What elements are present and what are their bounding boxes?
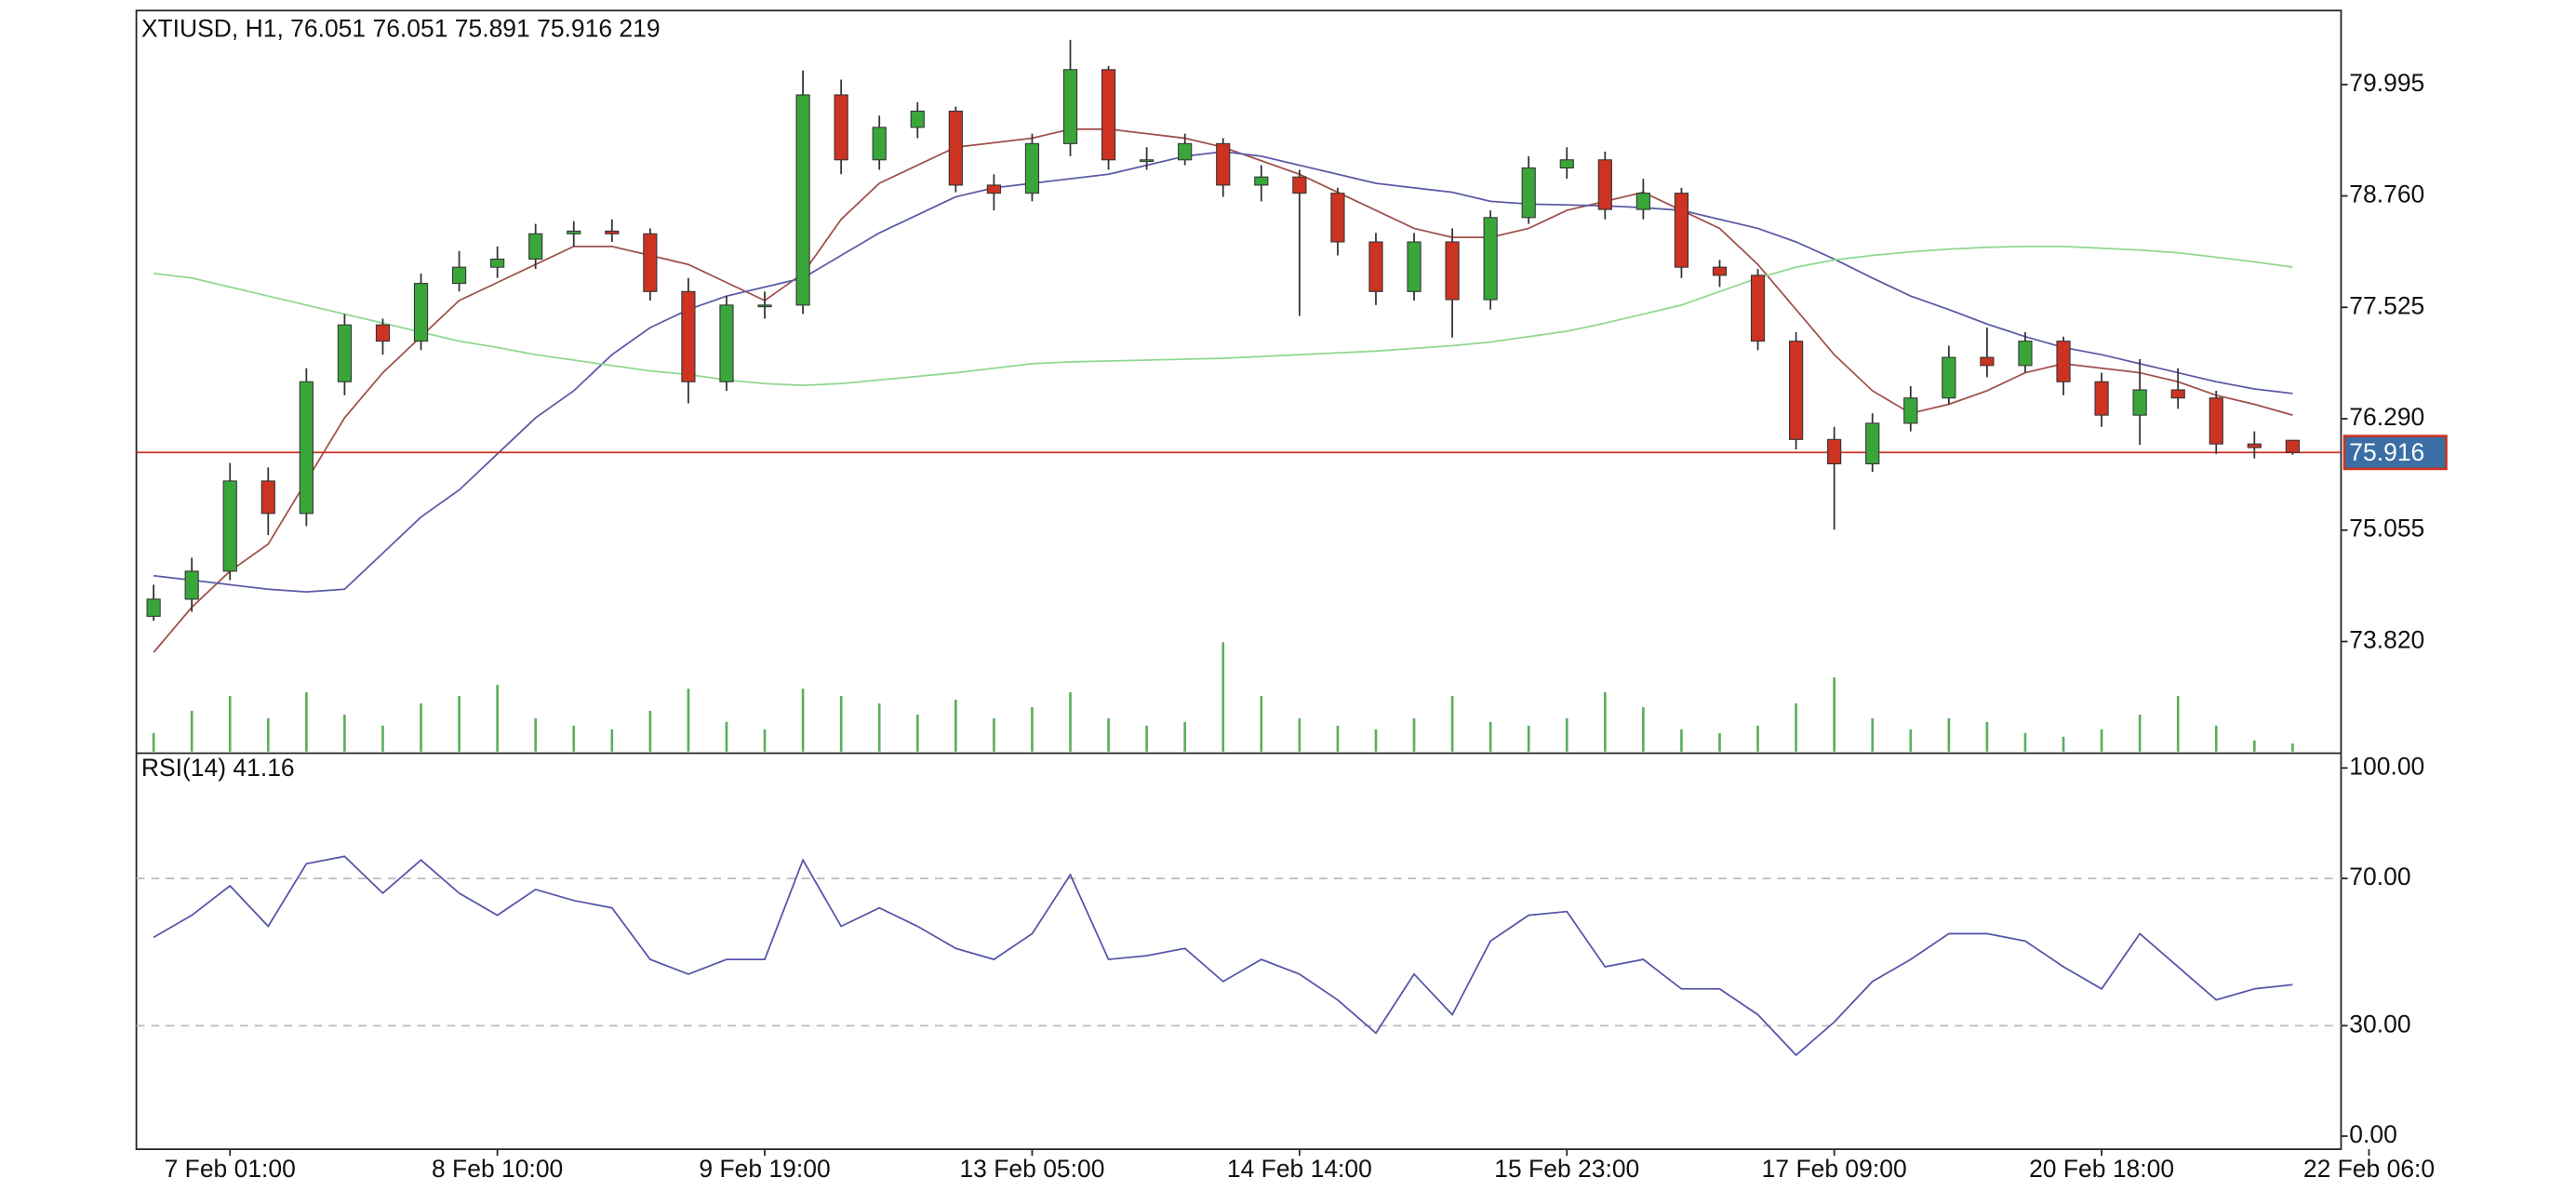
current-price-box xyxy=(2342,435,2448,471)
candle-body xyxy=(375,324,391,342)
candle-body xyxy=(567,230,581,234)
candle-body xyxy=(451,266,467,285)
candle-body xyxy=(2285,439,2300,453)
candle-body xyxy=(1712,266,1728,276)
rsi-tick-label: 70.00 xyxy=(2349,863,2410,890)
candle-body xyxy=(1101,69,1116,161)
candle-body xyxy=(1942,356,1956,399)
y-tick-label: 76.290 xyxy=(2349,403,2424,431)
candle-body xyxy=(1178,142,1193,161)
x-tick-label: 7 Feb 01:00 xyxy=(165,1155,296,1183)
rsi-tick-label: 100.00 xyxy=(2349,752,2424,780)
candle-body xyxy=(146,598,161,617)
candle-body xyxy=(2018,341,2033,367)
candle-body xyxy=(910,110,925,128)
candle-body xyxy=(222,480,237,572)
candle-body xyxy=(719,304,734,382)
candle-body xyxy=(490,258,505,268)
candle-body xyxy=(1483,217,1498,301)
candle-body xyxy=(1635,193,1650,210)
candle-body xyxy=(2247,443,2262,448)
candle-body xyxy=(1865,422,1880,465)
candle-body xyxy=(1292,176,1307,194)
candle-body xyxy=(260,480,275,515)
rsi-tick-label: 30.00 xyxy=(2349,1010,2410,1037)
x-tick-label: 15 Feb 23:00 xyxy=(1494,1155,1639,1183)
candle-body xyxy=(184,570,199,600)
x-tick-label: 20 Feb 18:00 xyxy=(2029,1155,2174,1183)
x-tick-label: 9 Feb 19:00 xyxy=(699,1155,830,1183)
candle-body xyxy=(1980,356,1995,367)
y-tick-label: 75.055 xyxy=(2349,515,2424,542)
candle-body xyxy=(1597,159,1612,210)
x-tick-label: 22 Feb 06:0 xyxy=(2303,1155,2435,1183)
x-tick-label: 13 Feb 05:00 xyxy=(959,1155,1104,1183)
candle-body xyxy=(528,233,543,260)
current-price-label: 75.916 xyxy=(2349,438,2424,466)
y-tick-label: 73.820 xyxy=(2349,625,2424,653)
candle-body xyxy=(1407,241,1421,292)
candle-body xyxy=(2170,389,2185,399)
rsi-line xyxy=(153,855,2293,1057)
candle-body xyxy=(337,324,353,382)
x-tick-label: 14 Feb 14:00 xyxy=(1227,1155,1372,1183)
candle-body xyxy=(1024,142,1040,194)
candle-body xyxy=(1330,193,1345,243)
candle-body xyxy=(1368,241,1383,292)
candle-body xyxy=(1903,397,1918,424)
candle-body xyxy=(605,230,620,234)
candle-body xyxy=(757,304,772,308)
candle-body xyxy=(1827,438,1842,465)
candle-body xyxy=(299,381,314,515)
candle-body xyxy=(986,184,1001,194)
candle-body xyxy=(2094,381,2109,416)
candle-body xyxy=(1062,69,1078,144)
candle-body xyxy=(834,94,848,161)
candle-body xyxy=(413,283,429,342)
candle-body xyxy=(1750,274,1766,342)
candle-body xyxy=(2132,389,2147,416)
y-tick-label: 77.525 xyxy=(2349,291,2424,319)
candle-body xyxy=(1789,341,1804,440)
candle-body xyxy=(2209,397,2223,445)
chart-title: XTIUSD, H1, 76.051 76.051 75.891 75.916 … xyxy=(141,15,661,43)
candle-body xyxy=(2056,341,2071,382)
rsi-title: RSI(14) 41.16 xyxy=(141,754,295,782)
candle-body xyxy=(948,110,963,186)
candle-body xyxy=(1674,193,1689,268)
candle-body xyxy=(681,290,696,382)
candle-body xyxy=(643,233,658,292)
moving-average-line xyxy=(153,151,2293,594)
candle-body xyxy=(1445,241,1460,301)
plot-frame xyxy=(135,9,2342,1151)
candle-body xyxy=(872,127,887,161)
candle-body xyxy=(795,94,810,306)
y-tick-label: 79.995 xyxy=(2349,69,2424,97)
x-tick-label: 8 Feb 10:00 xyxy=(432,1155,563,1183)
candle-body xyxy=(1140,159,1155,163)
candle-body xyxy=(1254,176,1269,186)
candle-body xyxy=(1216,142,1231,186)
candle-body xyxy=(1521,167,1536,219)
moving-average-line xyxy=(153,127,2293,653)
moving-average-line xyxy=(153,245,2293,387)
candle-body xyxy=(1559,159,1574,169)
x-tick-label: 17 Feb 09:00 xyxy=(1762,1155,1907,1183)
y-tick-label: 78.760 xyxy=(2349,181,2424,208)
rsi-tick-label: 0.00 xyxy=(2349,1120,2397,1148)
